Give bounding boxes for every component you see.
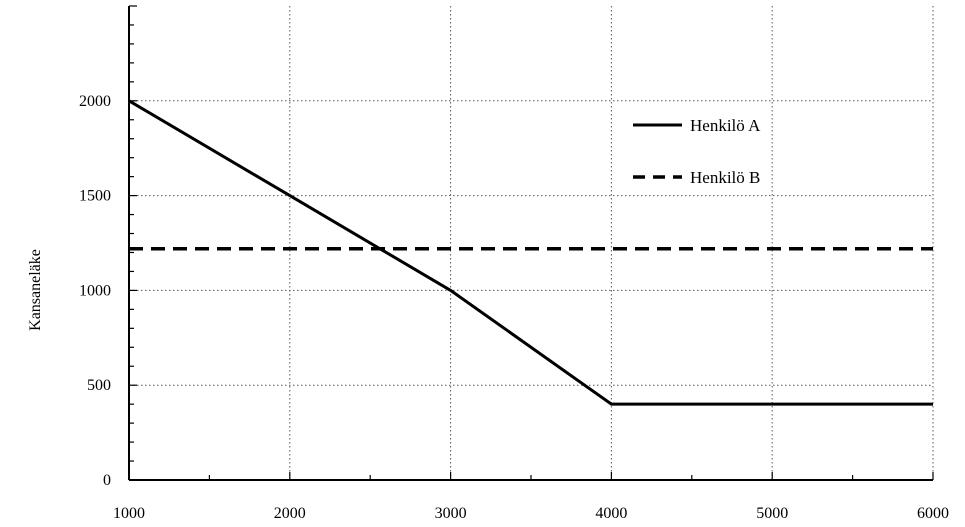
legend-label: Henkilö B <box>690 168 760 187</box>
x-tick-label: 1000 <box>113 505 145 522</box>
y-tick-label: 0 <box>103 472 111 489</box>
y-axis-label: Kansaneläke <box>27 249 44 331</box>
y-tick-label: 1500 <box>79 188 111 205</box>
y-tick-label: 2000 <box>79 93 111 110</box>
axes <box>128 5 934 481</box>
y-tick-label: 500 <box>87 377 111 394</box>
legend: Henkilö A Henkilö B <box>633 116 761 187</box>
x-tick-label: 2000 <box>274 505 306 522</box>
x-tick-label: 5000 <box>756 505 788 522</box>
y-tick-label: 1000 <box>79 282 111 299</box>
series-group <box>128 99 933 406</box>
legend-label: Henkilö A <box>690 116 761 135</box>
x-tick-label: 4000 <box>595 505 627 522</box>
tick-labels: 0 500 1000 1500 2000 1000 2000 3000 4000 5000 6000 <box>79 93 949 522</box>
series-line-a <box>128 99 933 406</box>
x-tick-label: 6000 <box>917 505 949 522</box>
grid-lines <box>129 6 934 480</box>
x-tick-label: 3000 <box>435 505 467 522</box>
